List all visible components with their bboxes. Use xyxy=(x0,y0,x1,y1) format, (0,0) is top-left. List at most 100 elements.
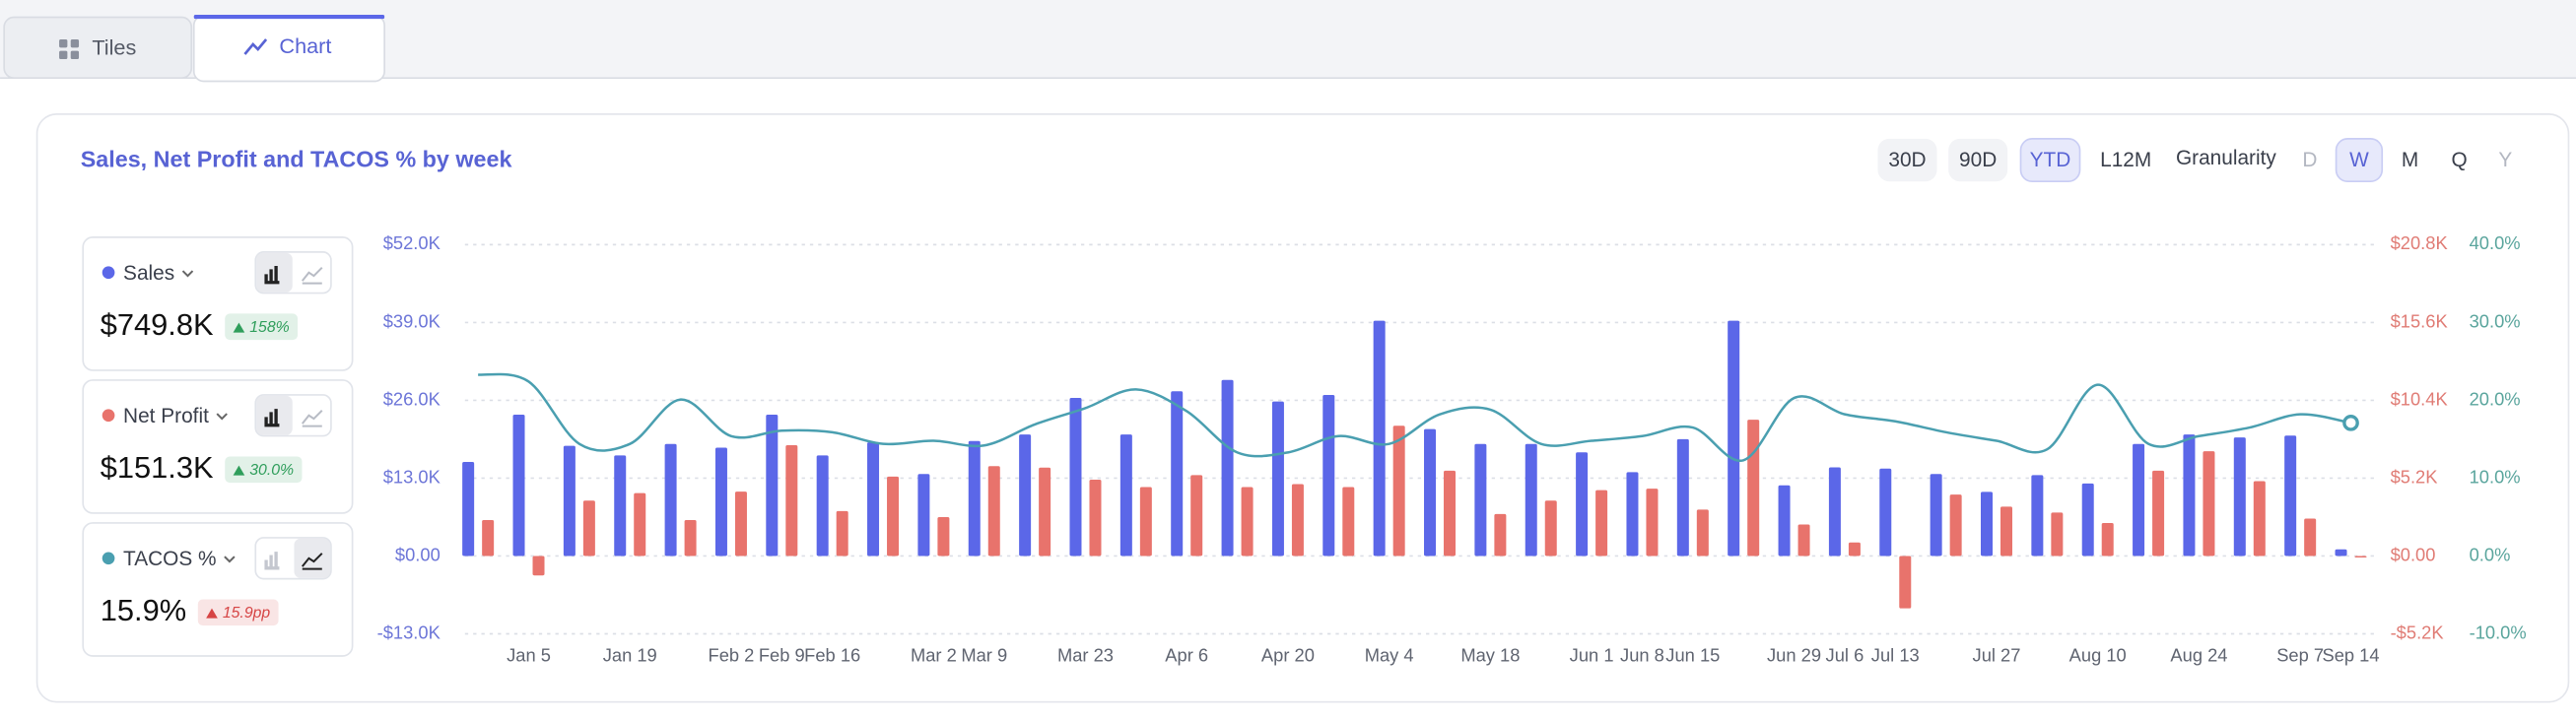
y-tick-label: $26.0K xyxy=(383,388,441,409)
legend-label[interactable]: TACOS % xyxy=(123,548,217,570)
button-label: Q xyxy=(2452,149,2468,171)
y3-tick-label: 0.0% xyxy=(2470,544,2511,564)
badge-text: 30.0% xyxy=(249,462,294,479)
type-toggle[interactable] xyxy=(254,537,332,580)
y3-tick-label: -10.0% xyxy=(2470,622,2527,642)
legend-label[interactable]: Net Profit xyxy=(123,405,209,427)
x-tick-label: Sep 14 xyxy=(2322,645,2379,666)
metric-card: Sales $749.8K 158% xyxy=(82,236,354,371)
granularity-button[interactable]: Y xyxy=(2498,149,2512,171)
bar xyxy=(1626,472,1639,556)
granularity-button[interactable]: W xyxy=(2335,138,2384,183)
bar xyxy=(664,443,677,556)
bar xyxy=(1778,485,1791,556)
metric-value: 15.9% xyxy=(101,593,186,627)
button-label: Y xyxy=(2498,149,2512,171)
x-tick-label: Jan 5 xyxy=(507,645,551,666)
bar xyxy=(2152,470,2165,556)
chart-title: Sales, Net Profit and TACOS % by week xyxy=(81,147,512,172)
y-tick-label: $13.0K xyxy=(383,466,441,487)
bar xyxy=(1271,401,1284,556)
bar xyxy=(1494,513,1507,556)
line xyxy=(477,372,2351,462)
tab-label: Tiles xyxy=(92,35,136,60)
badge-text: 15.9pp xyxy=(223,605,271,622)
bar xyxy=(1728,320,1740,556)
tab-label: Chart xyxy=(279,33,331,58)
x-tick-label: Jun 29 xyxy=(1767,645,1821,666)
badge-background xyxy=(225,456,303,484)
change-badge: 158% xyxy=(225,313,299,341)
x-tick-label: Jul 27 xyxy=(1973,645,2021,666)
bar xyxy=(1828,467,1841,556)
x-tick-label: May 4 xyxy=(1365,645,1414,666)
tiles-tab[interactable]: Tiles xyxy=(3,16,193,80)
x-tick-label: Mar 9 xyxy=(961,645,1007,666)
button-background xyxy=(1877,138,1937,182)
bar xyxy=(1949,494,1962,556)
type-toggle[interactable] xyxy=(254,251,332,295)
bar xyxy=(917,474,930,556)
metric-card: TACOS % 15.9% 15.9pp xyxy=(82,522,354,657)
bar xyxy=(532,556,545,576)
bar xyxy=(1171,391,1184,556)
y-tick-label: -$13.0K xyxy=(377,622,441,642)
range-button[interactable]: YTD xyxy=(2019,138,2081,183)
bar xyxy=(512,415,525,556)
range-button[interactable]: 30D xyxy=(1877,138,1937,182)
controls: 30D 90D YTD L12M Granularity D W M Q Y xyxy=(1877,138,2512,183)
y2-tick-label: $0.00 xyxy=(2391,544,2436,564)
bar xyxy=(1139,487,1152,556)
bar xyxy=(2233,437,2246,556)
granularity-button[interactable]: D xyxy=(2302,149,2317,171)
bar xyxy=(582,500,595,556)
up-triangle xyxy=(233,465,245,476)
bar xyxy=(1848,542,1861,556)
x-tick-label: Mar 2 xyxy=(911,645,957,666)
metric-cards: Sales $749.8K 158% Net Profit $151.3K 30.0% TA… xyxy=(82,236,354,657)
bar xyxy=(684,519,697,556)
chart-tab[interactable]: Chart xyxy=(192,15,385,83)
bar xyxy=(2203,451,2215,556)
type-toggle[interactable] xyxy=(254,394,332,437)
x-tick-label: Apr 6 xyxy=(1165,645,1208,666)
bar xyxy=(2354,556,2367,557)
bar xyxy=(2253,481,2266,556)
bar xyxy=(1899,556,1912,609)
chevron xyxy=(224,556,236,563)
granularity-button[interactable]: Q xyxy=(2452,149,2468,171)
bar xyxy=(1190,475,1203,556)
legend-dot xyxy=(102,266,115,280)
bar xyxy=(836,510,848,556)
bar xyxy=(1069,397,1082,556)
bar xyxy=(816,455,829,556)
range-button[interactable]: 90D xyxy=(1948,138,2008,182)
x-tick-label: Feb 16 xyxy=(804,645,860,666)
bar xyxy=(2183,434,2196,556)
bar xyxy=(714,447,727,556)
bar xyxy=(1342,487,1355,556)
x-tick-label: Jun 8 xyxy=(1620,645,1664,666)
chevron xyxy=(181,270,194,278)
bar xyxy=(634,492,646,556)
badge-text: 158% xyxy=(249,319,289,336)
granularity-button[interactable]: M xyxy=(2402,149,2418,171)
range-button[interactable]: L12M xyxy=(2093,139,2159,181)
bar xyxy=(1039,467,1051,556)
bar xyxy=(614,455,627,556)
x-tick-label: Mar 23 xyxy=(1057,645,1114,666)
bar xyxy=(482,519,495,556)
legend-label[interactable]: Sales xyxy=(123,262,174,285)
bar-icon xyxy=(264,409,280,427)
button-label: YTD xyxy=(2030,149,2071,171)
button-label: 90D xyxy=(1959,149,1997,171)
bar xyxy=(867,441,880,556)
bar xyxy=(734,491,747,556)
bar xyxy=(1424,428,1437,556)
y3-tick-label: 40.0% xyxy=(2470,232,2521,253)
granularity-label: Granularity xyxy=(2176,147,2276,169)
bar xyxy=(1019,434,1032,556)
end-marker xyxy=(2342,415,2359,431)
y-tick-label: $39.0K xyxy=(383,310,441,331)
